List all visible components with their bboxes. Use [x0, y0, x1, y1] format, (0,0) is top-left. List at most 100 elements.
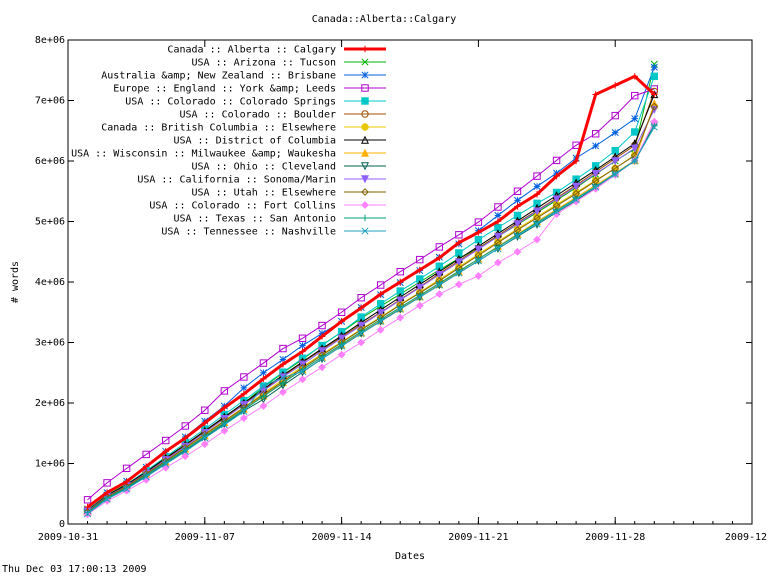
- data-point: [318, 363, 326, 372]
- data-point: [396, 313, 405, 322]
- x-axis: 2009-10-31 2009-11-07 2009-11-14 2009-11-21…: [38, 40, 768, 543]
- data-point: [360, 175, 370, 184]
- series-line: [87, 125, 655, 513]
- y-tick-label: 8e+06: [35, 35, 65, 46]
- data-point: [360, 135, 370, 144]
- data-point: [201, 406, 209, 414]
- data-point: [260, 375, 267, 382]
- data-point: [361, 123, 369, 131]
- legend-label: USA :: Utah :: Elsewhere: [192, 188, 337, 199]
- data-point: [360, 148, 370, 157]
- data-point: [361, 227, 369, 235]
- data-point: [572, 196, 580, 204]
- data-point: [513, 187, 522, 195]
- series-14: [83, 123, 658, 518]
- data-point: [631, 91, 639, 100]
- data-point: [361, 188, 369, 196]
- data-point: [454, 280, 463, 289]
- legend-label: USA :: Texas :: San Antonio: [173, 214, 336, 225]
- data-point: [361, 201, 369, 209]
- data-point: [162, 436, 170, 445]
- data-point: [357, 338, 366, 347]
- data-point: [181, 422, 189, 430]
- data-point: [357, 304, 365, 312]
- x-axis-label: Dates: [395, 551, 425, 562]
- data-point: [592, 91, 599, 98]
- data-point: [377, 317, 385, 325]
- data-point: [122, 464, 131, 473]
- data-point: [454, 258, 463, 267]
- data-point: [572, 157, 580, 165]
- data-point: [103, 495, 111, 503]
- data-point: [259, 359, 268, 367]
- data-point: [376, 309, 385, 318]
- data-point: [357, 294, 365, 302]
- data-point: [397, 278, 404, 286]
- data-point: [455, 239, 463, 246]
- data-point: [298, 341, 307, 350]
- data-point: [240, 373, 248, 381]
- data-point: [361, 214, 369, 222]
- legend-label: Canada :: British Columbia :: Elsewhere: [101, 123, 336, 134]
- data-point: [279, 361, 287, 368]
- data-point: [240, 390, 248, 398]
- legend-label: Australia &amp; New Zealand :: Brisbane: [101, 71, 336, 82]
- data-point: [650, 72, 658, 80]
- x-tick-label: 2009-12-0: [725, 532, 768, 543]
- data-point: [259, 369, 267, 377]
- data-point: [221, 404, 228, 412]
- data-point: [591, 130, 600, 138]
- legend-label: USA :: Colorado :: Boulder: [179, 110, 336, 121]
- data-point: [474, 245, 483, 254]
- data-point: [435, 243, 444, 251]
- data-point: [162, 448, 169, 455]
- data-point: [533, 191, 541, 198]
- data-point: [552, 156, 561, 165]
- data-point: [220, 387, 229, 395]
- data-point: [142, 473, 150, 481]
- data-point: [513, 220, 522, 229]
- data-point: [533, 207, 542, 216]
- legend-label: USA :: California :: Sonoma/Marin: [137, 175, 336, 186]
- series-8: [83, 99, 659, 516]
- data-point: [376, 281, 385, 289]
- y-axis: 0 1e+06 2e+06 3e+06 4e+06 5e+06 6e+06 7e+06 8e+0…: [35, 35, 752, 530]
- data-point: [182, 434, 189, 442]
- series-line: [87, 103, 655, 513]
- legend-label: USA :: Colorado :: Colorado Springs: [125, 97, 336, 108]
- legend-label: USA :: District of Columbia: [173, 136, 336, 147]
- data-point: [298, 334, 307, 342]
- data-point: [533, 172, 541, 180]
- data-point: [239, 414, 248, 423]
- data-point: [416, 266, 423, 274]
- data-point: [494, 258, 502, 267]
- data-point: [455, 269, 463, 277]
- data-point: [611, 111, 619, 120]
- x-tick-label: 2009-11-28: [585, 532, 645, 543]
- data-point: [84, 503, 91, 511]
- data-point: [240, 407, 248, 416]
- data-point: [513, 247, 522, 256]
- data-point: [220, 426, 229, 435]
- data-point: [338, 342, 346, 350]
- data-point: [83, 510, 92, 518]
- data-point: [611, 157, 620, 166]
- data-point: [650, 123, 658, 131]
- data-point: [259, 382, 267, 390]
- data-point: [377, 290, 384, 298]
- legend-label: USA :: Ohio :: Cleveland: [192, 162, 337, 173]
- data-point: [416, 255, 424, 264]
- data-point: [513, 196, 522, 204]
- legend-label: USA :: Colorado :: Fort Collins: [149, 201, 336, 212]
- data-point: [338, 318, 345, 325]
- data-point: [494, 211, 502, 220]
- data-point: [631, 128, 639, 136]
- data-point: [475, 229, 482, 236]
- legend-label: USA :: Tennessee :: Nashville: [161, 227, 336, 238]
- data-point: [181, 447, 189, 455]
- data-point: [318, 321, 326, 330]
- series-layer: [83, 60, 659, 519]
- data-point: [361, 110, 369, 118]
- data-point: [591, 170, 600, 179]
- data-point: [533, 220, 541, 228]
